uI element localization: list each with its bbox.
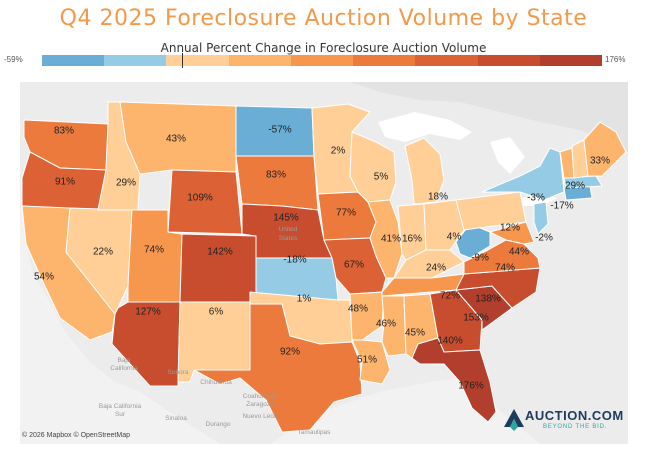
state-value-co: 142% xyxy=(207,247,233,258)
place-label: Chihuahua xyxy=(200,379,232,386)
place-label: Baja California xyxy=(99,403,142,410)
state-ar[interactable] xyxy=(349,291,385,341)
state-value-il: 41% xyxy=(381,234,401,245)
legend-swatch-0 xyxy=(42,55,105,66)
place-label: Sinaloa xyxy=(165,415,187,422)
state-value-ia: 77% xyxy=(336,208,356,219)
logo-name: AUCTION.COM xyxy=(525,408,624,423)
place-label: Coahuila de xyxy=(243,393,278,400)
state-value-ga: 140% xyxy=(437,336,463,347)
legend-swatch-3 xyxy=(228,55,291,66)
state-value-me: 33% xyxy=(590,156,610,167)
state-value-wv: -9% xyxy=(471,253,489,264)
state-value-sc: 153% xyxy=(463,313,489,324)
lake-huron xyxy=(490,137,525,174)
legend-zero-marker xyxy=(182,53,183,68)
state-value-nc: 138% xyxy=(475,294,501,305)
place-label: Nuevo León xyxy=(242,413,277,420)
state-fl[interactable] xyxy=(411,337,497,423)
legend-max-label: 176% xyxy=(605,55,626,64)
state-value-nh: 29% xyxy=(565,181,585,192)
legend-min-label: -59% xyxy=(4,55,23,64)
place-label: California xyxy=(110,365,138,372)
state-value-ny: -3% xyxy=(527,193,545,204)
state-value-az: 127% xyxy=(135,307,161,318)
state-value-wa: 83% xyxy=(54,126,74,137)
state-value-wy: 109% xyxy=(187,193,213,204)
map-attribution[interactable]: © 2026 Mapbox © OpenStreetMap xyxy=(22,432,130,439)
state-value-ky: 24% xyxy=(426,263,446,274)
place-label: Durango xyxy=(206,421,231,428)
state-value-oh: 4% xyxy=(447,232,462,243)
place-label: Tamaulipas xyxy=(298,429,332,436)
state-value-ct: -17% xyxy=(550,201,573,212)
place-label: States xyxy=(279,235,298,242)
state-value-ne: 145% xyxy=(273,213,299,224)
lake-superior xyxy=(378,112,472,142)
state-sd[interactable] xyxy=(235,155,319,211)
state-me[interactable] xyxy=(583,121,627,177)
map-title: Q4 2025 Foreclosure Auction Volume by St… xyxy=(59,6,588,31)
logo-tagline: BEYOND THE BID. xyxy=(543,424,608,430)
state-value-nd: -57% xyxy=(268,125,291,136)
color-legend xyxy=(42,55,602,66)
state-co[interactable] xyxy=(179,233,257,303)
state-value-mt: 43% xyxy=(166,134,186,145)
legend-swatch-6 xyxy=(415,55,478,66)
place-label: United xyxy=(279,226,298,233)
legend-swatch-7 xyxy=(477,55,540,66)
state-value-or: 91% xyxy=(55,177,75,188)
state-value-fl: 176% xyxy=(458,381,484,392)
state-value-sd: 83% xyxy=(266,170,286,181)
place-label: Baja xyxy=(117,357,130,364)
auction-logo-icon xyxy=(504,409,524,431)
state-value-ok: 1% xyxy=(297,294,312,305)
state-value-nv: 22% xyxy=(93,247,113,258)
state-value-mo: 67% xyxy=(344,260,364,271)
state-md[interactable] xyxy=(489,221,535,245)
state-value-pa: 12% xyxy=(500,223,520,234)
state-value-ms: 46% xyxy=(376,319,396,330)
state-il[interactable] xyxy=(367,199,403,279)
state-mi[interactable] xyxy=(404,137,445,205)
state-value-in: 16% xyxy=(402,234,422,245)
legend-swatch-8 xyxy=(539,55,602,66)
state-value-ar: 48% xyxy=(348,304,368,315)
state-value-la: 51% xyxy=(357,355,377,366)
state-value-mi: 18% xyxy=(428,192,448,203)
state-value-ca: 54% xyxy=(34,272,54,283)
place-label: Sonora xyxy=(168,369,189,376)
legend-swatch-2 xyxy=(166,55,229,66)
state-value-mn: 2% xyxy=(331,146,346,157)
state-pa[interactable] xyxy=(455,191,527,231)
place-label: Zaragoza xyxy=(246,401,274,408)
canada-region xyxy=(350,82,628,152)
state-value-md: 44% xyxy=(509,247,529,258)
place-label: Sur xyxy=(115,411,126,418)
state-value-ks: -18% xyxy=(283,255,306,266)
state-tx[interactable] xyxy=(193,303,363,433)
state-value-wi: 5% xyxy=(374,172,389,183)
state-value-va: 74% xyxy=(495,263,515,274)
state-value-nm: 6% xyxy=(209,307,224,318)
state-value-tn: 72% xyxy=(440,291,460,302)
state-nj[interactable] xyxy=(533,201,549,235)
state-value-ut: 74% xyxy=(144,245,164,256)
legend-swatch-4 xyxy=(290,55,354,66)
state-va[interactable] xyxy=(463,239,541,275)
legend-swatch-5 xyxy=(353,55,416,66)
state-value-id: 29% xyxy=(116,178,136,189)
auction-com-logo[interactable]: AUCTION.COM BEYOND THE BID. xyxy=(500,405,630,435)
state-value-al: 45% xyxy=(405,328,425,339)
pacific-ocean xyxy=(20,122,220,444)
state-value-nj: -2% xyxy=(535,233,553,244)
legend-title: Annual Percent Change in Foreclosure Auc… xyxy=(160,41,487,55)
legend-swatch-1 xyxy=(104,55,167,66)
state-la[interactable] xyxy=(351,339,391,385)
choropleth-map[interactable]: United States Baja California Sonora Chihuahu… xyxy=(20,82,628,444)
state-value-tx: 92% xyxy=(280,347,300,358)
